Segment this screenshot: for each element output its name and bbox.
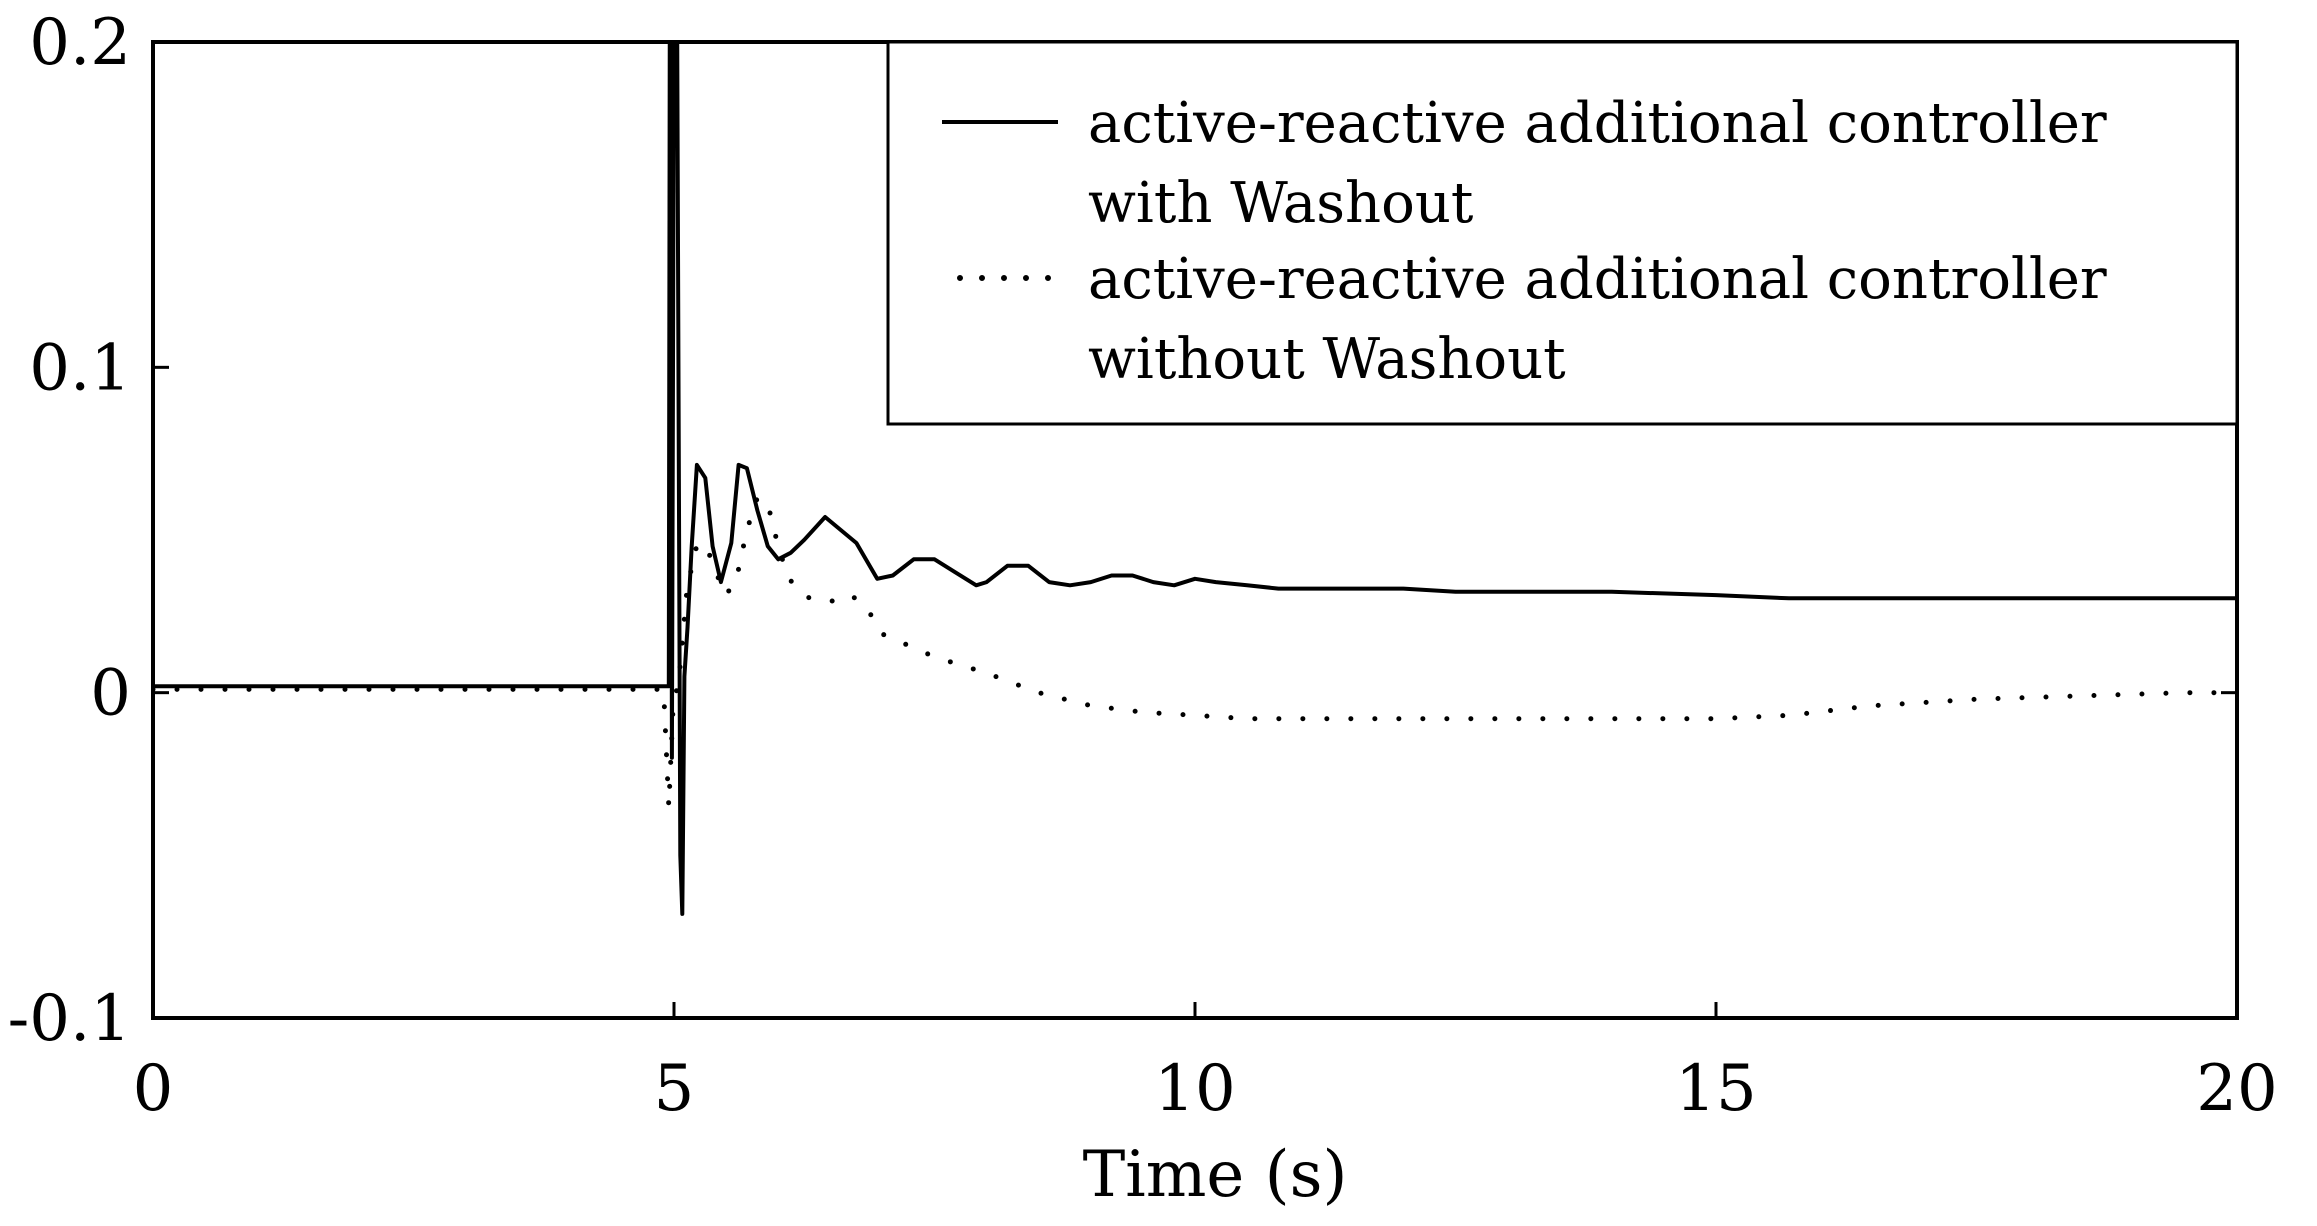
x-tick-label: 20 (2196, 1052, 2277, 1126)
series-line-without-washout (153, 493, 2237, 807)
y-tick-label: 0 (90, 657, 131, 731)
legend-label-without-washout-line2: without Washout (1088, 327, 1566, 392)
y-tick-label: -0.1 (8, 982, 131, 1056)
legend-label-with-washout-line2: with Washout (1088, 171, 1474, 236)
y-tick-label: 0.2 (29, 6, 131, 80)
y-tick-label: 0.1 (29, 331, 131, 405)
x-tick-label: 0 (133, 1052, 174, 1126)
x-axis-title: Time (s) (1083, 1138, 1348, 1212)
series-line-with-washout (153, 42, 2237, 916)
legend-box (886, 40, 2239, 426)
series-layer (153, 42, 2237, 916)
legend: active-reactive additional controller wi… (886, 40, 2239, 426)
x-tick-label: 5 (654, 1052, 695, 1126)
x-tick-label: 15 (1675, 1052, 1756, 1126)
legend-label-without-washout-line1: active-reactive additional controller (1088, 247, 2107, 312)
ticks-layer: 0 5 10 15 20-0.100.10.2 (8, 6, 2278, 1126)
x-tick-label: 10 (1154, 1052, 1235, 1126)
legend-label-with-washout-line1: active-reactive additional controller (1088, 91, 2107, 156)
